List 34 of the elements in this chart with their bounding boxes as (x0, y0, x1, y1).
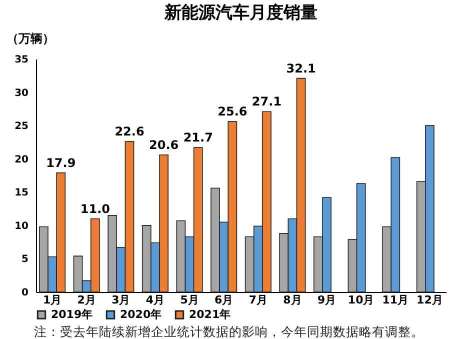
y-tick-label: 25 (14, 121, 29, 132)
x-tick-label: 7月 (248, 294, 268, 306)
chart-title: 新能源汽车月度销量 (164, 3, 318, 23)
y-tick-label: 30 (14, 88, 29, 99)
data-label: 32.1 (286, 61, 316, 76)
y-tick-label: 5 (22, 254, 29, 266)
y-tick-label: 0 (22, 288, 29, 298)
y-tick-label: 35 (14, 54, 29, 66)
x-tick-label: 8月 (283, 294, 302, 306)
y-tick-label: 15 (14, 188, 29, 199)
x-tick-label: 6月 (214, 294, 234, 306)
x-tick-label: 3月 (112, 294, 130, 306)
data-label: 25.6 (218, 104, 248, 119)
data-label: 22.6 (114, 124, 144, 139)
x-tick-label: 9月 (317, 294, 336, 306)
legend-label: 2020年 (120, 308, 162, 321)
data-label: 27.1 (252, 94, 282, 109)
x-tick-label: 11月 (382, 294, 409, 306)
y-tick-label: 20 (14, 154, 29, 166)
data-label: 11.0 (80, 202, 110, 216)
legend-label: 2019年 (51, 308, 93, 321)
y-axis-title: （万辆） (6, 32, 54, 46)
x-tick-label: 12月 (416, 294, 443, 306)
data-label: 17.9 (46, 156, 76, 170)
legend-label: 2021年 (189, 308, 231, 321)
x-tick-label: 4月 (146, 294, 165, 306)
x-tick-label: 5月 (180, 294, 199, 306)
x-tick-label: 2月 (77, 294, 96, 306)
y-tick-label: 10 (14, 220, 29, 232)
x-tick-label: 1月 (42, 294, 62, 306)
x-tick-label: 10月 (348, 294, 374, 306)
text: 注：受去年陆续新增企业统计数据的影响，今年同期数据略有调整。 (33, 324, 425, 339)
data-label: 20.6 (149, 138, 179, 152)
data-label: 21.7 (183, 130, 213, 145)
